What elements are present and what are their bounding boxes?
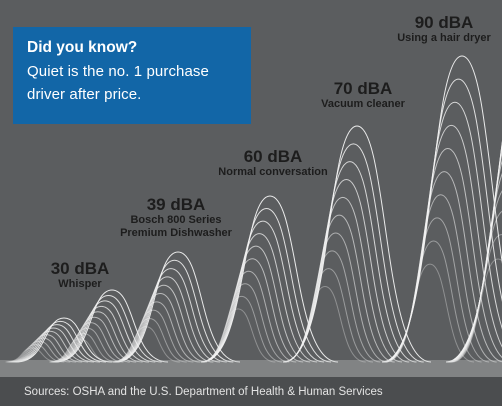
- wave-line: [51, 322, 130, 363]
- wave-bundle: [5, 317, 113, 363]
- wave-baseline: [0, 360, 502, 377]
- wave-line: [201, 233, 318, 363]
- label-30-dba-desc: Whisper: [58, 278, 102, 290]
- callout-body: Quiet is the no. 1 purchase driver after…: [27, 63, 209, 103]
- wave-bundle: [200, 195, 339, 363]
- wave-line: [114, 276, 221, 363]
- wave-line: [282, 125, 432, 363]
- wave-line: [113, 293, 207, 363]
- wave-line: [284, 285, 366, 363]
- label-90-dba-value: 90 dBA: [414, 13, 474, 32]
- wave-line: [114, 284, 214, 363]
- wave-line: [200, 283, 290, 363]
- wave-line: [15, 317, 113, 363]
- wave-line: [383, 147, 502, 363]
- wave-line: [451, 258, 502, 363]
- wave-line: [382, 101, 502, 363]
- wave-line: [201, 258, 304, 363]
- label-30-dba-value: 30 dBA: [50, 259, 110, 278]
- wave-line: [13, 324, 101, 363]
- wave-line: [112, 309, 194, 363]
- did-you-know-callout: Did you know? Quiet is the no. 1 purchas…: [13, 27, 251, 124]
- label-39-dba-value: 39 dBA: [146, 195, 206, 214]
- callout-heading: Did you know?: [27, 39, 138, 56]
- wave-line: [55, 294, 162, 363]
- label-30-dba: 30 dBA Whisper: [40, 259, 120, 291]
- wave-line: [283, 161, 417, 363]
- wave-line: [9, 337, 77, 363]
- label-39-dba-desc: Bosch 800 Series Premium Dishwasher: [120, 214, 232, 239]
- wave-line: [52, 311, 143, 363]
- label-70-dba-desc: Vacuum cleaner: [321, 98, 405, 110]
- wave-line: [201, 245, 311, 363]
- wave-line: [283, 143, 424, 363]
- wave-line: [200, 295, 283, 363]
- wave-line: [201, 220, 325, 363]
- footer-bar: Sources: OSHA and the U.S. Department of…: [0, 377, 502, 406]
- wave-bundle: [111, 251, 241, 363]
- wave-line: [14, 320, 107, 363]
- wave-bundle: [49, 289, 169, 363]
- wave-line: [284, 268, 374, 363]
- wave-line: [384, 171, 502, 363]
- wave-line: [12, 327, 95, 363]
- label-90-dba-desc: Using a hair dryer: [397, 32, 491, 44]
- wave-line: [115, 268, 227, 363]
- wave-line: [385, 217, 490, 363]
- wave-line: [445, 140, 502, 363]
- wave-line: [113, 301, 201, 363]
- sources-note: Sources: OSHA and the U.S. Department of…: [24, 386, 383, 398]
- wave-line: [200, 308, 276, 363]
- label-39-dba: 39 dBA Bosch 800 Series Premium Dishwash…: [106, 195, 246, 240]
- wave-line: [381, 55, 502, 363]
- wave-line: [201, 270, 297, 363]
- wave-bundle: [381, 55, 502, 363]
- wave-bundle: [445, 140, 502, 363]
- label-60-dba-value: 60 dBA: [243, 147, 303, 166]
- wave-line: [55, 289, 169, 363]
- wave-line: [385, 263, 475, 363]
- wave-line: [52, 316, 137, 363]
- label-60-dba-desc: Normal conversation: [218, 166, 328, 178]
- wave-line: [115, 251, 241, 363]
- wave-line: [7, 340, 71, 363]
- label-70-dba-value: 70 dBA: [333, 79, 393, 98]
- wave-line: [115, 259, 234, 363]
- wave-line: [283, 178, 410, 363]
- wave-line: [53, 305, 149, 363]
- wave-bundle: [282, 125, 432, 363]
- wave-line: [383, 124, 502, 363]
- label-70-dba: 70 dBA Vacuum cleaner: [308, 79, 418, 111]
- label-90-dba: 90 dBA Using a hair dryer: [388, 13, 500, 45]
- wave-line: [201, 208, 332, 363]
- label-60-dba: 60 dBA Normal conversation: [208, 147, 338, 179]
